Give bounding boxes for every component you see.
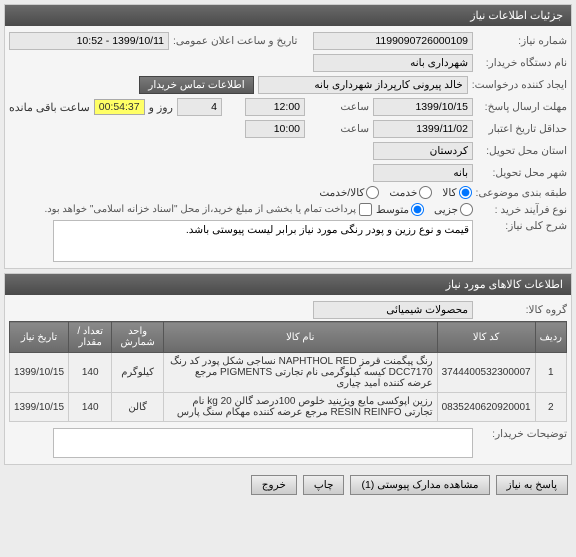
- time-label1: ساعت: [309, 101, 369, 113]
- subject-service-radio[interactable]: [419, 186, 432, 199]
- subject-service-label: خدمت: [389, 187, 417, 199]
- valid-date-field[interactable]: [373, 120, 473, 138]
- items-table: ردیف کد کالا نام کالا واحد شمارش تعداد /…: [9, 321, 567, 422]
- th-code: کد کالا: [437, 322, 535, 353]
- contact-buyer-button[interactable]: اطلاعات تماس خریدار: [139, 76, 253, 94]
- treasury-note: پرداخت تمام یا بخشی از مبلغ خرید،از محل …: [44, 204, 356, 215]
- th-date: تاریخ نیاز: [10, 322, 69, 353]
- time-label2: ساعت: [309, 123, 369, 135]
- cell-name: رزین اپوکسی مایع ویژینید خلوص 100درصد گا…: [163, 393, 437, 422]
- th-qty: تعداد / مقدار: [69, 322, 112, 353]
- details-header: جزئیات اطلاعات نیاز: [5, 5, 571, 26]
- announce-date-label: تاریخ و ساعت اعلان عمومی:: [173, 35, 297, 47]
- need-no-label: شماره نیاز:: [477, 35, 567, 47]
- announce-date-field[interactable]: [9, 32, 169, 50]
- subject-type-group: کالا خدمت کالا/خدمت: [319, 186, 471, 199]
- cell-code: 3744400532300007: [437, 353, 535, 393]
- purchase-mid-label: متوسط: [376, 204, 409, 216]
- th-row: ردیف: [535, 322, 566, 353]
- attachments-button[interactable]: مشاهده مدارک پیوستی (1): [350, 475, 489, 495]
- bottom-bar: پاسخ به نیاز مشاهده مدارک پیوستی (1) چاپ…: [4, 469, 572, 501]
- treasury-checkbox[interactable]: [359, 203, 372, 216]
- purchase-low-label: جزیی: [434, 204, 458, 216]
- and-day-label: روز و: [149, 101, 173, 114]
- subject-both-label: کالا/خدمت: [319, 187, 364, 199]
- cell-name: رنگ پیگمنت قرمز NAPHTHOL RED نساجی شکل پ…: [163, 353, 437, 393]
- deadline-date-field[interactable]: [373, 98, 473, 116]
- city-label: شهر محل تحویل:: [477, 167, 567, 179]
- buyer-notes-label: توضیحات خریدار:: [477, 428, 567, 440]
- buyer-notes-textarea[interactable]: [53, 428, 473, 458]
- purchase-type-label: نوع فرآیند خرید :: [477, 204, 567, 216]
- province-field[interactable]: [373, 142, 473, 160]
- cell-unit: کیلوگرم: [112, 353, 164, 393]
- province-label: استان محل تحویل:: [477, 145, 567, 157]
- description-textarea[interactable]: [53, 220, 473, 262]
- print-button[interactable]: چاپ: [303, 475, 345, 495]
- cell-row: 2: [535, 393, 566, 422]
- deadline-label: مهلت ارسال پاسخ:: [477, 101, 567, 113]
- items-panel: اطلاعات کالاهای مورد نیاز گروه کالا: ردی…: [4, 273, 572, 465]
- items-header: اطلاعات کالاهای مورد نیاز: [5, 274, 571, 295]
- details-panel: جزئیات اطلاعات نیاز شماره نیاز: تاریخ و …: [4, 4, 572, 269]
- close-button[interactable]: خروج: [251, 475, 297, 495]
- purchase-mid-radio[interactable]: [411, 203, 424, 216]
- cell-date: 1399/10/15: [10, 393, 69, 422]
- reply-button[interactable]: پاسخ به نیاز: [496, 475, 568, 495]
- item-group-field[interactable]: [313, 301, 473, 319]
- cell-unit: گالن: [112, 393, 164, 422]
- need-no-field[interactable]: [313, 32, 473, 50]
- deadline-time-field[interactable]: [245, 98, 305, 116]
- item-group-label: گروه کالا:: [477, 304, 567, 316]
- creator-field[interactable]: [258, 76, 468, 94]
- desc-label: شرح کلی نیاز:: [477, 220, 567, 232]
- remain-label: ساعت باقی مانده: [9, 101, 90, 114]
- subject-goods-label: کالا: [442, 187, 456, 199]
- valid-time-field[interactable]: [245, 120, 305, 138]
- cell-row: 1: [535, 353, 566, 393]
- days-left-field[interactable]: [177, 98, 222, 116]
- purchase-low-radio[interactable]: [460, 203, 473, 216]
- th-name: نام کالا: [163, 322, 437, 353]
- countdown-badge: 00:54:37: [94, 99, 145, 115]
- creator-label: ایجاد کننده درخواست:: [472, 79, 567, 91]
- subject-type-label: طبقه بندی موضوعی:: [476, 187, 567, 199]
- purchase-type-group: جزیی متوسط: [376, 203, 473, 216]
- table-row[interactable]: 20835240620920001رزین اپوکسی مایع ویژینی…: [10, 393, 567, 422]
- cell-qty: 140: [69, 353, 112, 393]
- buyer-name-label: نام دستگاه خریدار:: [477, 57, 567, 69]
- cell-code: 0835240620920001: [437, 393, 535, 422]
- min-valid-label: حداقل تاریخ اعتبار: [477, 123, 567, 135]
- buyer-name-field[interactable]: [313, 54, 473, 72]
- table-row[interactable]: 13744400532300007رنگ پیگمنت قرمز NAPHTHO…: [10, 353, 567, 393]
- cell-qty: 140: [69, 393, 112, 422]
- cell-date: 1399/10/15: [10, 353, 69, 393]
- city-field[interactable]: [373, 164, 473, 182]
- subject-both-radio[interactable]: [366, 186, 379, 199]
- subject-goods-radio[interactable]: [459, 186, 472, 199]
- th-unit: واحد شمارش: [112, 322, 164, 353]
